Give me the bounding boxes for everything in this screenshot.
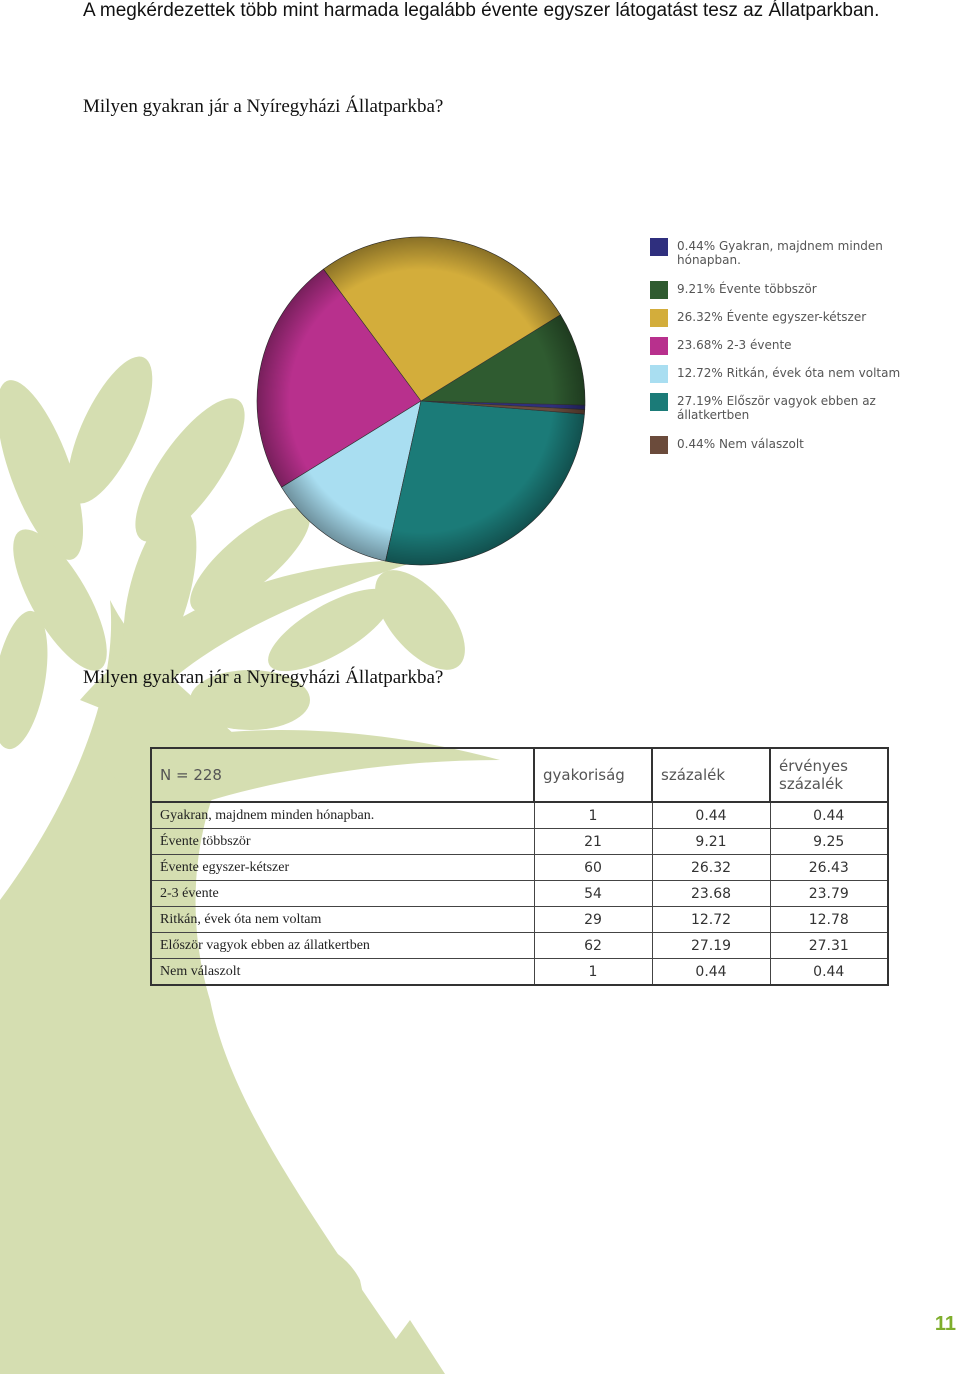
legend-value: 26.32% bbox=[677, 310, 723, 324]
row-label: Ritkán, évek óta nem voltam bbox=[150, 906, 535, 933]
legend-label: Ritkán, évek óta nem voltam bbox=[726, 366, 901, 380]
legend-label: Évente többször bbox=[718, 282, 817, 296]
legend-text: 26.32% Évente egyszer-kétszer bbox=[677, 310, 866, 324]
legend-item: 0.44% Nem válaszolt bbox=[650, 436, 950, 465]
legend-text: 0.44% Gyakran, majdnem minden hónapban. bbox=[677, 239, 950, 267]
table-row: Először vagyok ebben az állatkertben 62 27… bbox=[150, 932, 889, 959]
legend-label: 2-3 évente bbox=[726, 338, 792, 352]
legend-label: Először vagyok ebben az állatkertben bbox=[677, 394, 876, 422]
row-label: Először vagyok ebben az állatkertben bbox=[150, 932, 535, 959]
table-number: 54 bbox=[533, 880, 653, 907]
row-label: 2-3 évente bbox=[150, 880, 535, 907]
row-label: Évente többször bbox=[150, 828, 535, 855]
legend-text: 0.44% Nem válaszolt bbox=[677, 437, 804, 451]
table-number: 0.44 bbox=[651, 801, 771, 829]
pie-shade bbox=[257, 237, 585, 565]
legend-value: 12.72% bbox=[677, 366, 723, 380]
legend-item: 26.32% Évente egyszer-kétszer bbox=[650, 309, 950, 338]
column-header: N = 228 bbox=[150, 747, 535, 803]
legend-label: Nem válaszolt bbox=[718, 437, 804, 451]
legend-item: 27.19% Először vagyok ebben az állatkert… bbox=[650, 393, 950, 437]
table-number: 9.21 bbox=[651, 828, 771, 855]
table-number: 12.72 bbox=[651, 906, 771, 933]
column-header: érvényes százalék bbox=[769, 747, 889, 803]
legend: 0.44% Gyakran, majdnem minden hónapban. 9… bbox=[650, 238, 950, 465]
table-number: 12.78 bbox=[769, 906, 889, 933]
legend-item: 12.72% Ritkán, évek óta nem voltam bbox=[650, 365, 950, 394]
heading: A megkérdezettek több mint harmada legal… bbox=[83, 0, 880, 21]
table-row: Ritkán, évek óta nem voltam 29 12.72 12.78 bbox=[150, 906, 889, 933]
table-number: 26.32 bbox=[651, 854, 771, 881]
row-label: Évente egyszer-kétszer bbox=[150, 854, 535, 881]
page-number: 11 bbox=[934, 1313, 956, 1335]
legend-label: Évente egyszer-kétszer bbox=[726, 310, 867, 324]
table-number: 0.44 bbox=[769, 801, 889, 829]
legend-swatch bbox=[650, 436, 668, 454]
question: Milyen gyakran jár a Nyíregyházi Állatpa… bbox=[83, 96, 444, 117]
legend-value: 27.19% bbox=[677, 394, 723, 408]
legend-value: 0.44% bbox=[677, 437, 716, 451]
table-number: 62 bbox=[533, 932, 653, 959]
legend-label: Gyakran, majdnem minden hónapban. bbox=[677, 239, 883, 267]
table-number: 23.68 bbox=[651, 880, 771, 907]
table-row: Nem válaszolt 1 0.44 0.44 bbox=[150, 958, 889, 986]
legend-swatch bbox=[650, 365, 668, 383]
legend-swatch bbox=[650, 337, 668, 355]
table-number: 60 bbox=[533, 854, 653, 881]
legend-swatch bbox=[650, 309, 668, 327]
legend-text: 23.68% 2-3 évente bbox=[677, 338, 792, 352]
legend-swatch bbox=[650, 238, 668, 256]
table-number: 23.79 bbox=[769, 880, 889, 907]
legend-swatch bbox=[650, 281, 668, 299]
table-number: 0.44 bbox=[651, 958, 771, 986]
table-number: 29 bbox=[533, 906, 653, 933]
legend-item: 23.68% 2-3 évente bbox=[650, 337, 950, 366]
question: Milyen gyakran jár a Nyíregyházi Állatpa… bbox=[83, 667, 444, 688]
column-header: gyakoriság bbox=[533, 747, 653, 803]
row-label: Nem válaszolt bbox=[150, 958, 535, 986]
table-row: Évente többször 21 9.21 9.25 bbox=[150, 828, 889, 855]
table-row: Gyakran, majdnem minden hónapban. 1 0.44 0.… bbox=[150, 801, 889, 829]
table-number: 26.43 bbox=[769, 854, 889, 881]
table-row: Évente egyszer-kétszer 60 26.32 26.43 bbox=[150, 854, 889, 881]
table-number: 9.25 bbox=[769, 828, 889, 855]
legend-swatch bbox=[650, 393, 668, 411]
row-label: Gyakran, majdnem minden hónapban. bbox=[150, 801, 535, 829]
legend-item: 9.21% Évente többször bbox=[650, 281, 950, 310]
legend-text: 27.19% Először vagyok ebben az állatkert… bbox=[677, 394, 950, 422]
column-header: százalék bbox=[651, 747, 771, 803]
pie-chart bbox=[256, 236, 586, 566]
legend-value: 0.44% bbox=[677, 239, 716, 253]
table-number: 21 bbox=[533, 828, 653, 855]
header-row: N = 228 gyakoriság százalék érvényes százal… bbox=[150, 747, 889, 803]
data-table: N = 228 gyakoriság százalék érvényes százal… bbox=[150, 747, 889, 986]
table-number: 0.44 bbox=[769, 958, 889, 986]
table-number: 1 bbox=[533, 958, 653, 986]
table-number: 27.19 bbox=[651, 932, 771, 959]
legend-item: 0.44% Gyakran, majdnem minden hónapban. bbox=[650, 238, 950, 282]
table-row: 2-3 évente 54 23.68 23.79 bbox=[150, 880, 889, 907]
legend-text: 12.72% Ritkán, évek óta nem voltam bbox=[677, 366, 900, 380]
table-number: 27.31 bbox=[769, 932, 889, 959]
table-number: 1 bbox=[533, 801, 653, 829]
legend-text: 9.21% Évente többször bbox=[677, 282, 817, 296]
legend-value: 23.68% bbox=[677, 338, 723, 352]
legend-value: 9.21% bbox=[677, 282, 716, 296]
